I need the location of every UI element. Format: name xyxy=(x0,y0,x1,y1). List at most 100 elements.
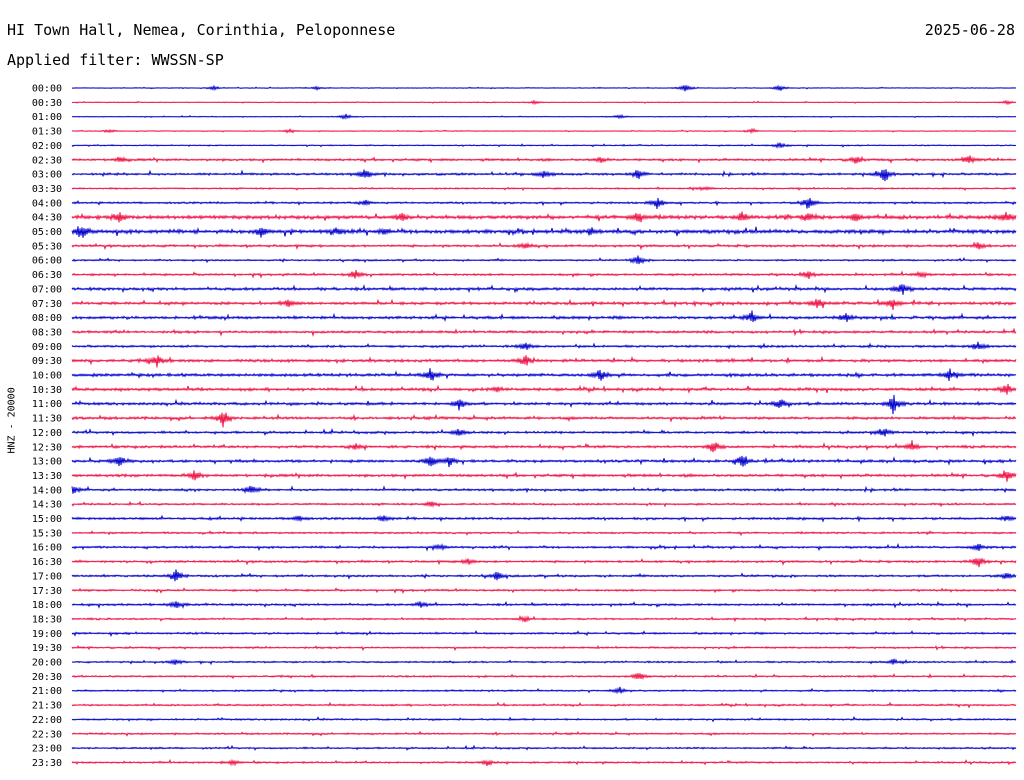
trace-row xyxy=(71,211,1017,223)
trace-row xyxy=(71,587,1017,595)
row-time-label: 11:30 xyxy=(32,414,62,425)
row-time-label: 16:30 xyxy=(32,557,62,568)
trace-row xyxy=(71,394,1017,415)
trace-row xyxy=(71,355,1017,368)
row-time-label: 03:30 xyxy=(32,184,62,195)
row-time-label: 15:30 xyxy=(32,528,62,539)
row-time-label: 07:30 xyxy=(32,299,62,310)
trace-row xyxy=(71,341,1017,351)
row-time-label: 08:00 xyxy=(32,313,62,324)
trace-row xyxy=(71,470,1017,482)
trace-row xyxy=(71,270,1017,279)
row-time-label: 17:30 xyxy=(32,586,62,597)
row-time-label: 10:00 xyxy=(32,371,62,382)
trace-row xyxy=(71,197,1017,210)
row-time-label: 23:00 xyxy=(32,744,62,755)
trace-row xyxy=(71,673,1017,681)
row-time-label: 00:00 xyxy=(32,84,62,95)
row-time-label: 03:00 xyxy=(32,170,62,181)
trace-row xyxy=(71,368,1017,381)
trace-row xyxy=(71,427,1017,437)
trace-row xyxy=(71,600,1017,610)
row-time-label: 19:00 xyxy=(32,629,62,640)
row-time-label: 04:30 xyxy=(32,213,62,224)
row-time-label: 06:30 xyxy=(32,270,62,281)
row-time-label: 20:00 xyxy=(32,658,62,669)
trace-row xyxy=(71,529,1017,537)
trace-row xyxy=(71,99,1017,106)
row-time-label: 08:30 xyxy=(32,327,62,338)
row-time-label: 12:30 xyxy=(32,442,62,453)
row-time-label: 09:00 xyxy=(32,342,62,353)
trace-row xyxy=(71,715,1017,723)
row-time-label: 17:00 xyxy=(32,571,62,582)
trace-row xyxy=(71,298,1017,310)
row-time-label: 16:00 xyxy=(32,543,62,554)
trace-row xyxy=(71,283,1017,295)
trace-row xyxy=(71,558,1017,568)
trace-row xyxy=(71,644,1017,652)
trace-row xyxy=(71,169,1017,182)
trace-row xyxy=(71,127,1017,134)
row-time-label: 14:30 xyxy=(32,500,62,511)
trace-row xyxy=(71,514,1017,523)
trace-row xyxy=(71,155,1017,164)
trace-row xyxy=(71,542,1017,552)
row-time-label: 21:00 xyxy=(32,686,62,697)
row-time-label: 13:30 xyxy=(32,471,62,482)
trace-row xyxy=(71,383,1017,395)
row-time-label: 06:00 xyxy=(32,256,62,267)
row-time-label: 05:00 xyxy=(32,227,62,238)
trace-row xyxy=(71,485,1017,495)
row-time-label: 18:00 xyxy=(32,600,62,611)
trace-row xyxy=(71,185,1017,192)
row-time-label: 01:30 xyxy=(32,127,62,138)
trace-row xyxy=(71,614,1017,623)
trace-row xyxy=(71,701,1017,709)
row-time-label: 05:30 xyxy=(32,241,62,252)
trace-row xyxy=(71,455,1017,468)
trace-row xyxy=(71,310,1017,323)
trace-row xyxy=(71,440,1017,453)
row-time-label: 20:30 xyxy=(32,672,62,683)
row-time-label: 01:00 xyxy=(32,112,62,123)
row-time-label: 22:30 xyxy=(32,729,62,740)
trace-row xyxy=(71,500,1017,508)
trace-row xyxy=(71,758,1017,767)
row-time-label: 09:30 xyxy=(32,356,62,367)
trace-row xyxy=(71,412,1017,428)
row-time-label: 23:30 xyxy=(32,758,62,769)
row-time-label: 21:30 xyxy=(32,701,62,712)
trace-row xyxy=(71,569,1017,582)
trace-row xyxy=(71,241,1017,251)
station-title: HI Town Hall, Nemea, Corinthia, Peloponn… xyxy=(7,21,396,39)
row-time-label: 02:30 xyxy=(32,155,62,166)
trace-row xyxy=(71,113,1017,120)
row-time-label: 00:30 xyxy=(32,98,62,109)
row-time-label: 18:30 xyxy=(32,614,62,625)
trace-row xyxy=(71,141,1017,149)
row-time-label: 04:00 xyxy=(32,198,62,209)
row-time-label: 14:00 xyxy=(32,485,62,496)
row-time-label: 12:00 xyxy=(32,428,62,439)
filter-label: Applied filter: WWSSN-SP xyxy=(7,51,224,69)
trace-row xyxy=(71,630,1017,638)
trace-row xyxy=(71,84,1017,92)
row-time-label: 07:00 xyxy=(32,284,62,295)
row-time-label: 11:00 xyxy=(32,399,62,410)
trace-row xyxy=(71,730,1017,737)
row-time-label: 15:00 xyxy=(32,514,62,525)
trace-row xyxy=(71,686,1017,695)
trace-row xyxy=(71,744,1017,751)
row-time-label: 22:00 xyxy=(32,715,62,726)
trace-row xyxy=(71,327,1017,337)
row-time-label: 19:30 xyxy=(32,643,62,654)
trace-row xyxy=(71,658,1017,666)
row-time-label: 13:00 xyxy=(32,457,62,468)
row-time-label: 10:30 xyxy=(32,385,62,396)
row-time-label: 02:00 xyxy=(32,141,62,152)
trace-row xyxy=(71,226,1017,238)
date-label: 2025-06-28 xyxy=(924,21,1015,39)
trace-row xyxy=(71,255,1017,265)
